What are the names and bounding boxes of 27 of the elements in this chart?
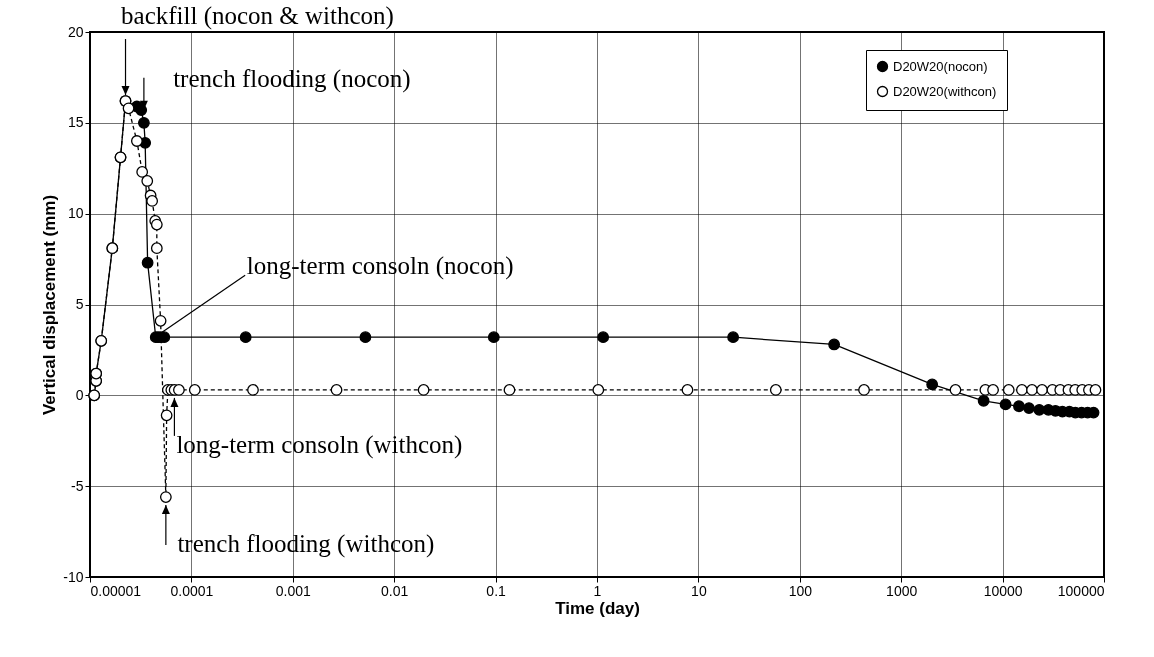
x-tick-label: 0.00001: [90, 582, 142, 599]
x-tick-label: 10000: [983, 582, 1023, 599]
x-tick-label: 0.1: [486, 582, 507, 599]
x-tick-label: 0.0001: [170, 582, 214, 599]
annotation: backfill (nocon & withcon): [121, 2, 394, 31]
y-tick-label: 5: [75, 296, 84, 312]
y-tick-label: 0: [75, 386, 84, 403]
y-tick-label: 15: [67, 114, 84, 131]
x-tick-label: 1: [593, 582, 602, 599]
x-tick-label: 0.001: [275, 582, 312, 599]
legend-label: D20W20(nocon): [893, 58, 988, 74]
x-tick-label: 100000: [1057, 582, 1105, 599]
x-tick-label: 100: [788, 582, 813, 599]
y-axis-title: Vertical displacement (mm): [40, 194, 60, 416]
annotation: trench flooding (withcon): [177, 530, 435, 559]
x-tick-label: 0.01: [381, 582, 409, 599]
legend-label: D20W20(withcon): [893, 83, 997, 99]
y-tick-label: 10: [67, 205, 84, 222]
y-tick-label: 20: [67, 23, 84, 40]
x-tick-label: 10: [691, 582, 707, 599]
annotation: long-term consoln (withcon): [176, 430, 463, 459]
y-tick-label: -5: [71, 477, 84, 494]
x-tick-label: 1000: [886, 582, 918, 599]
annotation: long-term consoln (nocon): [246, 252, 514, 281]
annotation: trench flooding (nocon): [173, 64, 411, 93]
x-axis-title: Time (day): [555, 598, 640, 618]
y-tick-label: -10: [63, 568, 84, 585]
